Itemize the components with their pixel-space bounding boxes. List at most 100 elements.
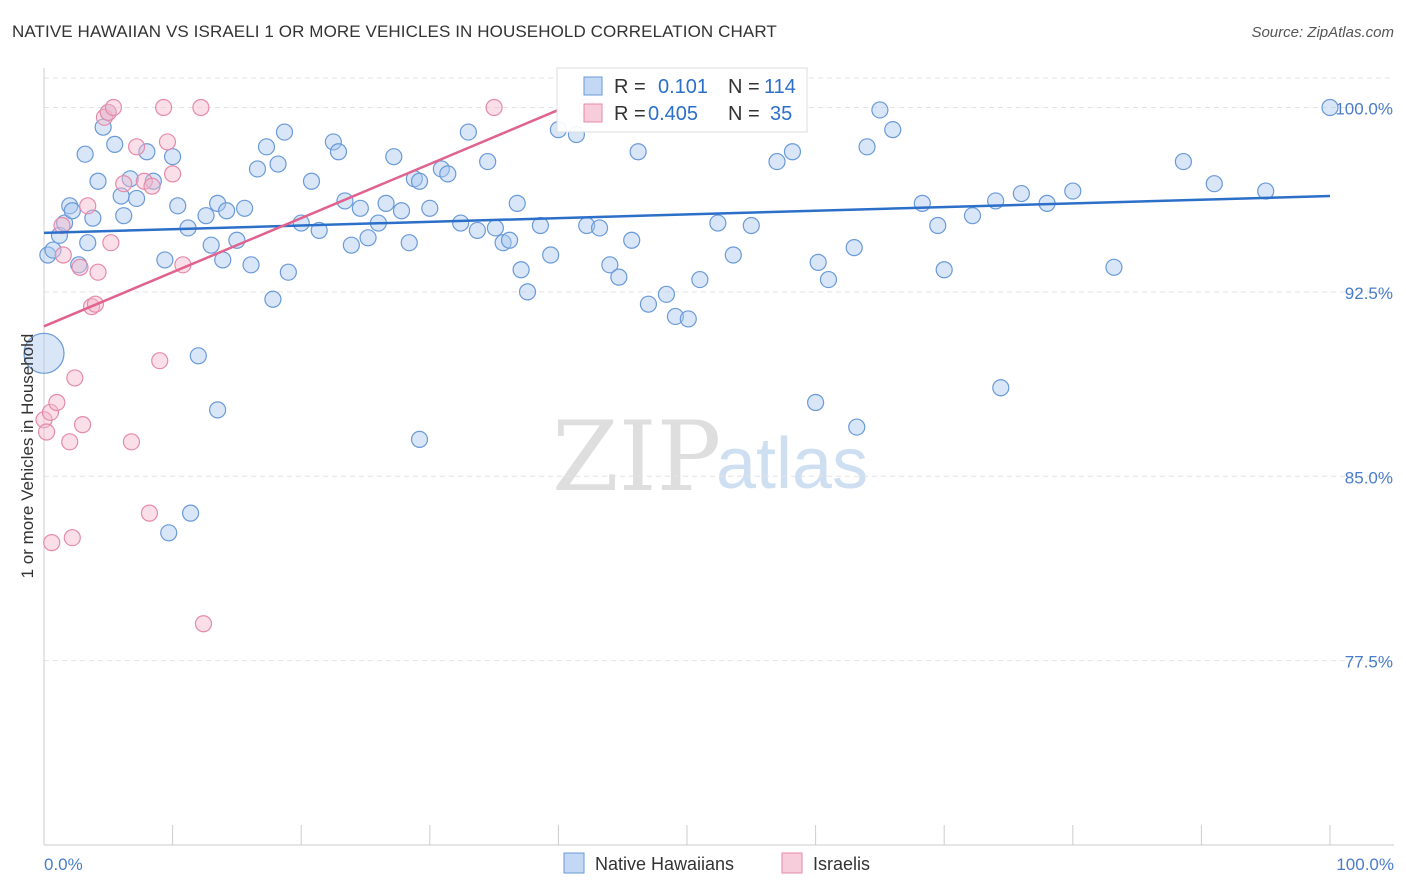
trend-lines	[43, 108, 1331, 328]
native-hawaiian-point	[500, 231, 519, 249]
bottom-legend: Native Hawaiians Israelis	[563, 852, 870, 874]
native-hawaiian-point	[329, 143, 348, 161]
native-hawaiian-point	[421, 199, 439, 217]
native-hawaiian-point	[197, 207, 215, 225]
native-hawaiian-point	[310, 221, 328, 240]
watermark-zip: ZIP	[552, 401, 721, 513]
x-tick-label-max: 100.0%	[1336, 855, 1394, 874]
native-hawaiian-point	[160, 524, 178, 542]
native-hawaiian-point	[1321, 98, 1339, 117]
native-hawaiian-point	[601, 256, 619, 274]
native-hawaiian-point	[342, 236, 360, 254]
israeli-point	[61, 433, 79, 451]
native-hawaiian-point	[302, 172, 321, 190]
stats-r-value-blue: 0.101	[658, 76, 708, 98]
y-tick-label: 77.5%	[1345, 653, 1393, 672]
legend-label-native-hawaiians: Native Hawaiians	[595, 854, 734, 874]
legend-swatch-israelis	[781, 852, 803, 874]
israeli-point	[89, 263, 107, 281]
native-hawaiian-point	[679, 310, 697, 328]
x-tick-label-min: 0.0%	[44, 855, 83, 874]
native-hawaiian-point	[629, 143, 647, 161]
chart-title: NATIVE HAWAIIAN VS ISRAELI 1 OR MORE VEH…	[12, 22, 777, 41]
stats-legend-swatch-blue	[583, 76, 603, 96]
native-hawaiian-point	[848, 418, 866, 436]
israeli-point	[158, 133, 177, 151]
watermark-atlas: atlas	[716, 424, 868, 504]
israeli-point	[71, 258, 89, 276]
native-hawaiian-point	[486, 219, 504, 237]
native-hawaiian-point	[156, 251, 174, 269]
native-hawaiian-point	[264, 290, 282, 308]
native-hawaiian-point	[257, 138, 276, 156]
native-hawaiian-point	[468, 221, 486, 240]
israeli-point	[104, 98, 123, 117]
native-hawaiian-point	[1064, 182, 1082, 200]
israeli-point	[194, 615, 213, 633]
israeli-point	[192, 98, 210, 117]
stats-n-label-blue: N =	[728, 76, 760, 98]
israeli-point	[154, 98, 173, 117]
native-hawaiian-point	[410, 430, 429, 448]
native-hawaiian-point	[963, 207, 982, 225]
israeli-point	[485, 98, 503, 117]
israeli-point	[41, 403, 60, 421]
native-hawaiian-point	[992, 379, 1010, 397]
native-hawaiian-point	[359, 229, 377, 247]
native-hawaiian-point	[182, 504, 200, 522]
native-hawaiian-point	[1205, 175, 1223, 193]
native-hawaiian-point	[512, 261, 530, 279]
israeli-point	[63, 529, 81, 547]
legend-swatch-native-hawaiians	[563, 852, 585, 874]
native-hawaiian-point	[1012, 184, 1030, 203]
native-hawaiian-point	[189, 347, 207, 365]
native-hawaiian-point	[385, 148, 403, 166]
native-hawaiian-point	[127, 189, 146, 208]
native-hawaiian-point	[623, 231, 641, 249]
stats-r-value-pink: 0.405	[648, 103, 698, 125]
native-hawaiian-point	[709, 214, 727, 232]
data-points	[23, 98, 1339, 633]
israeli-trend-line	[43, 108, 559, 328]
israeli-point	[143, 177, 161, 195]
native-hawaiian-point	[76, 145, 94, 163]
israeli-point	[140, 504, 159, 522]
israeli-point	[66, 369, 84, 387]
native-hawaiian-point	[242, 256, 260, 274]
native-hawaiian-point	[783, 143, 802, 161]
native-hawaiian-point	[508, 194, 526, 212]
grid-lines	[44, 77, 1394, 662]
native-hawaiian-point	[209, 401, 227, 419]
native-hawaiian-point	[929, 216, 947, 235]
stats-r-label-pink: R =	[614, 103, 646, 125]
native-hawaiian-point	[1105, 258, 1123, 276]
native-hawaiian-point	[858, 138, 876, 156]
native-hawaiian-point	[610, 268, 628, 286]
native-hawaiian-point	[269, 155, 287, 173]
native-hawaiian-point	[935, 261, 953, 279]
native-hawaiian-point	[169, 197, 187, 215]
x-axis-ticks	[172, 825, 1331, 845]
stats-r-label-blue: R =	[614, 76, 646, 98]
y-axis-label: 1 or more Vehicles in Household	[18, 334, 37, 579]
stats-legend-swatch-pink	[583, 103, 603, 123]
y-tick-label: 92.5%	[1345, 284, 1393, 303]
native-hawaiian-point	[639, 295, 658, 313]
israeli-point	[73, 416, 92, 434]
native-hawaiian-point	[377, 194, 395, 212]
native-hawaiian-point	[79, 234, 97, 252]
stats-legend: R = 0.101 N = 114 R = 0.405 N = 35	[556, 67, 808, 133]
native-hawaiian-point	[845, 239, 863, 257]
native-hawaiian-point	[115, 207, 133, 225]
native-hawaiian-point	[248, 160, 267, 178]
israeli-point	[37, 423, 56, 441]
native-hawaiian-point	[236, 199, 254, 217]
native-hawaiian-point	[452, 214, 470, 232]
native-hawaiian-point	[218, 202, 236, 220]
native-hawaiian-point	[657, 285, 676, 303]
y-tick-label: 100.0%	[1335, 100, 1393, 119]
native-hawaiian-point	[768, 152, 786, 171]
native-hawaiian-point	[459, 123, 477, 141]
israeli-point	[151, 352, 169, 370]
native-hawaiian-point	[89, 172, 107, 190]
